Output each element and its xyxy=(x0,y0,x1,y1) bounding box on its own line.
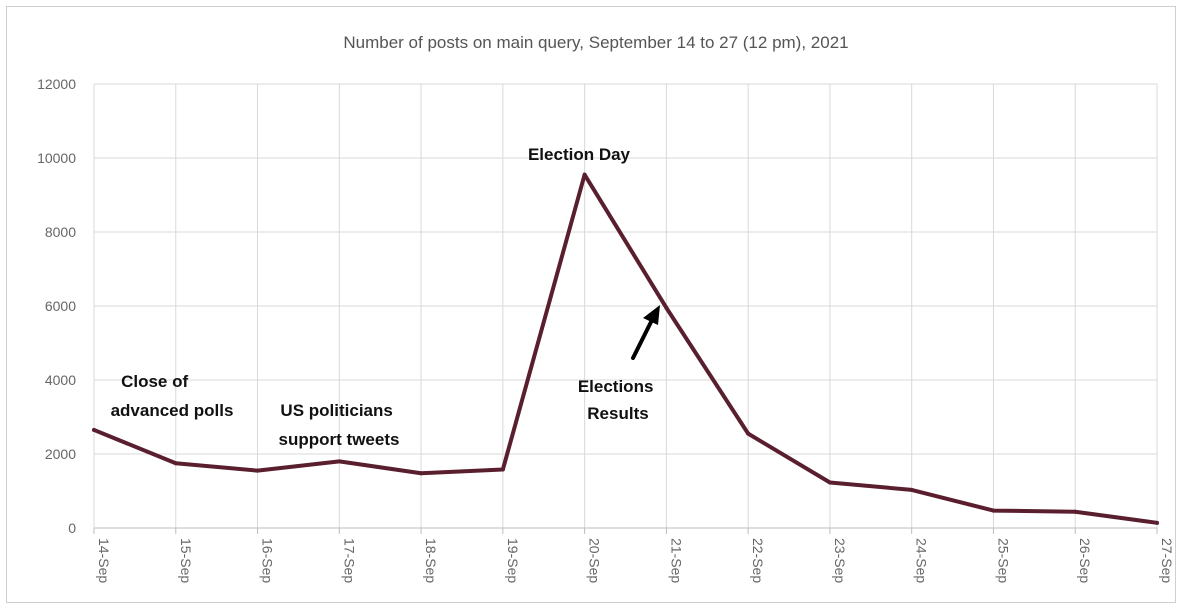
y-tick-label: 0 xyxy=(68,520,76,536)
data-point xyxy=(582,172,587,177)
series-line xyxy=(92,172,1159,525)
x-tick-label: 17-Sep xyxy=(341,538,357,583)
chart-frame xyxy=(6,6,1176,603)
annotation-us-politicians-line-2: support tweets xyxy=(279,430,400,449)
x-tick-label: 18-Sep xyxy=(423,538,439,583)
data-point xyxy=(173,461,178,466)
x-tick-label: 24-Sep xyxy=(914,538,930,583)
x-tick-label: 20-Sep xyxy=(587,538,603,583)
y-tick-label: 4000 xyxy=(45,372,76,388)
x-tick-label: 27-Sep xyxy=(1159,538,1175,583)
data-point xyxy=(92,427,96,432)
x-tick-label: 22-Sep xyxy=(750,538,766,583)
annotation-election-day: Election Day xyxy=(528,145,631,164)
y-tick-label: 8000 xyxy=(45,224,76,240)
annotation-us-politicians: US politicians support tweets xyxy=(279,401,400,449)
data-point xyxy=(419,471,424,476)
annotation-election-results-line-1: Elections xyxy=(578,377,654,396)
data-point xyxy=(991,508,996,513)
annotation-election-results: Elections Results xyxy=(578,377,658,423)
y-tick-label: 2000 xyxy=(45,446,76,462)
x-tick-label: 26-Sep xyxy=(1077,538,1093,583)
grid-layer xyxy=(93,83,1158,534)
data-point xyxy=(909,487,914,492)
data-point xyxy=(1073,509,1078,514)
chart-title: Number of posts on main query, September… xyxy=(343,33,848,52)
data-point xyxy=(255,468,260,473)
election-results-arrow xyxy=(631,305,660,360)
x-tick-label: 14-Sep xyxy=(96,538,112,583)
x-axis-ticks: 14-Sep 15-Sep 16-Sep 17-Sep 18-Sep 19-Sep 20-S… xyxy=(96,538,1175,583)
data-point xyxy=(827,480,832,485)
y-tick-label: 6000 xyxy=(45,298,76,314)
annotation-us-politicians-line-1: US politicians xyxy=(280,401,392,420)
annotation-close-polls-line-2: advanced polls xyxy=(111,401,234,420)
x-tick-label: 25-Sep xyxy=(995,538,1011,583)
annotation-close-polls-line-1: Close of xyxy=(121,372,188,391)
annotation-election-results-line-2: Results xyxy=(587,404,648,423)
annotation-close-polls: Close of advanced polls xyxy=(111,372,234,420)
data-point xyxy=(664,305,669,310)
x-tick-label: 19-Sep xyxy=(505,538,521,583)
x-tick-label: 21-Sep xyxy=(668,538,684,583)
x-tick-label: 16-Sep xyxy=(260,538,276,583)
annotation-election-day-line-1: Election Day xyxy=(528,145,631,164)
data-point xyxy=(746,431,751,436)
x-tick-label: 23-Sep xyxy=(832,538,848,583)
x-tick-label: 15-Sep xyxy=(178,538,194,583)
data-point xyxy=(500,467,505,472)
data-point xyxy=(1155,520,1159,525)
y-tick-label: 12000 xyxy=(37,76,76,92)
y-axis-ticks: 0 2000 4000 6000 8000 10000 12000 xyxy=(37,76,76,536)
y-tick-label: 10000 xyxy=(37,150,76,166)
data-point xyxy=(337,459,342,464)
series-layer xyxy=(92,172,1159,525)
